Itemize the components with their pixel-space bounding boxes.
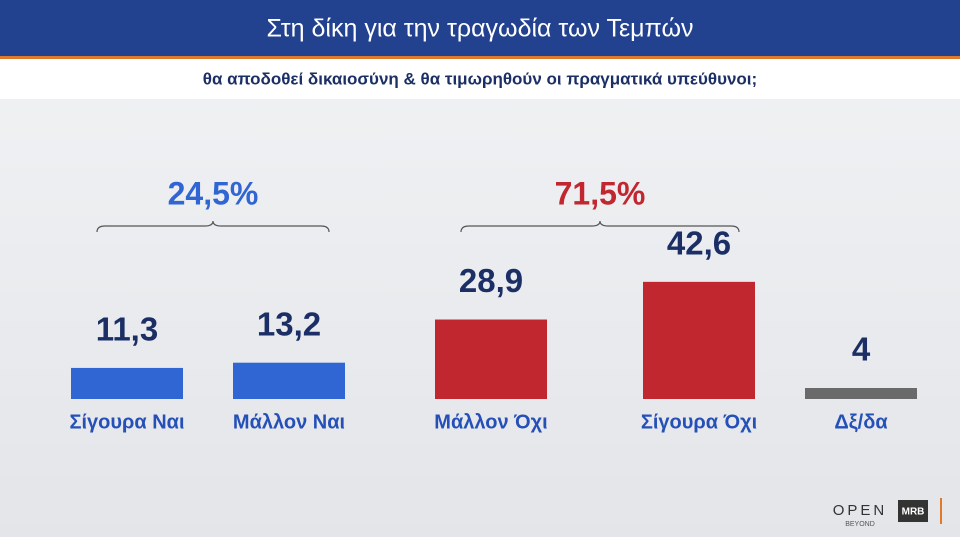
group-label: 24,5% xyxy=(168,175,259,211)
group-bracket xyxy=(460,220,740,233)
chart-title: Στη δίκη για την τραγωδία των Τεμπών xyxy=(267,15,694,43)
group-bracket xyxy=(96,220,330,233)
chart-subtitle: θα αποδοθεί δικαιοσύνη & θα τιμωρηθούν ο… xyxy=(203,69,757,88)
bar xyxy=(805,388,917,399)
value-label: 13,2 xyxy=(257,305,321,342)
category-label: Σίγουρα Ναι xyxy=(69,411,184,433)
logo-beyond: BEYOND xyxy=(845,521,875,528)
category-label: Μάλλον Όχι xyxy=(434,411,547,433)
value-label: 11,3 xyxy=(96,311,158,348)
bar xyxy=(233,362,345,399)
logo-divider xyxy=(940,498,942,524)
title-band xyxy=(0,0,960,56)
logo-open: OPEN xyxy=(833,502,888,519)
value-label: 28,9 xyxy=(459,262,523,299)
category-label: Σίγουρα Όχι xyxy=(641,411,757,433)
value-label: 4 xyxy=(852,331,871,368)
category-label: Μάλλον Ναι xyxy=(233,411,345,433)
group-label: 71,5% xyxy=(555,175,646,211)
subtitle-band xyxy=(0,59,960,99)
bar xyxy=(643,281,755,399)
accent-line xyxy=(0,56,960,59)
category-label: Δξ/δα xyxy=(834,411,888,433)
value-label: 42,6 xyxy=(667,225,731,262)
bar xyxy=(435,319,547,399)
bar xyxy=(71,367,183,399)
logo-mrb: MRB xyxy=(902,507,925,518)
logo-mrb-box xyxy=(898,500,928,522)
